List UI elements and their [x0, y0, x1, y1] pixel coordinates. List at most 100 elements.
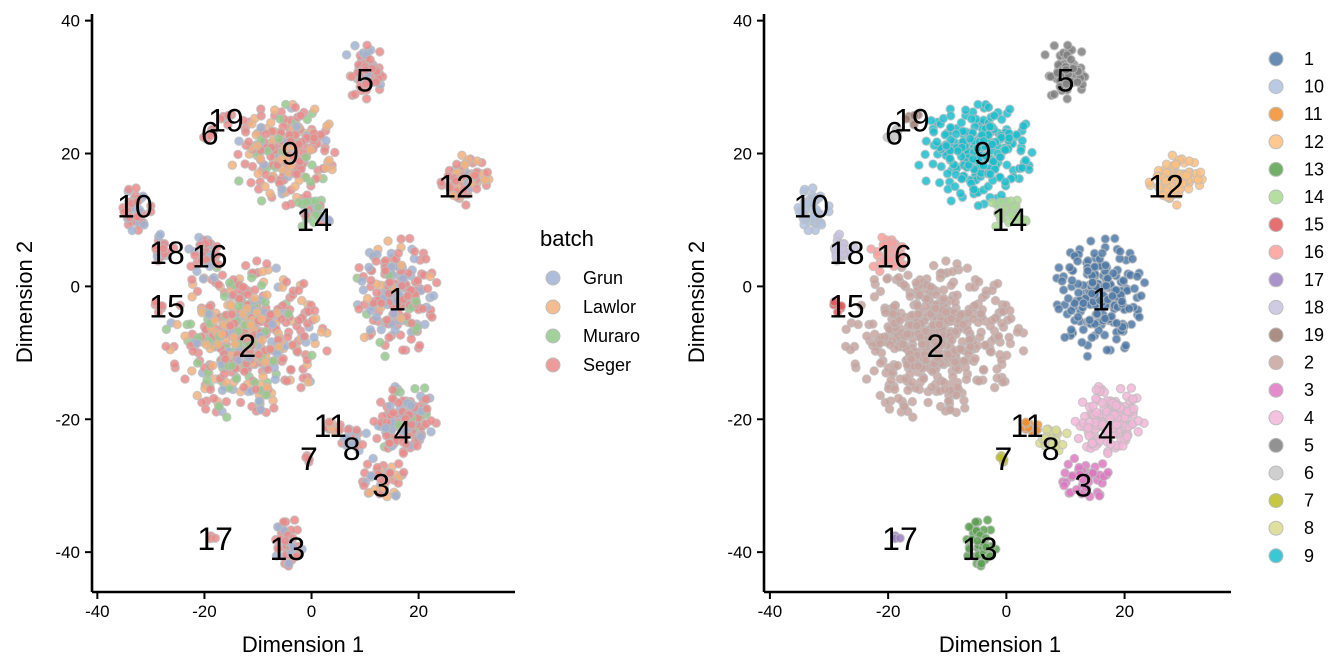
legend-label-2: 2 [1304, 353, 1314, 373]
cluster-label-15: 15 [149, 288, 185, 324]
point-seger [261, 129, 271, 139]
point-cluster-9 [945, 153, 955, 164]
point-cluster-12 [1195, 167, 1206, 178]
point-seger [360, 65, 371, 75]
point-cluster-3 [1097, 458, 1108, 469]
point-seger [361, 94, 372, 104]
point-lawlor [187, 366, 197, 376]
point-cluster-1 [1064, 262, 1075, 273]
point-cluster-18 [831, 251, 841, 262]
point-cluster-9 [956, 117, 967, 128]
point-grun [152, 251, 163, 262]
point-grun [415, 431, 426, 442]
point-cluster-9 [951, 129, 961, 139]
point-cluster-19 [909, 120, 919, 130]
point-cluster-1 [1111, 334, 1122, 344]
point-seger [309, 305, 320, 316]
point-cluster-9 [928, 159, 938, 169]
point-cluster-13 [964, 544, 975, 554]
point-grun [390, 491, 401, 501]
point-cluster-2 [911, 277, 921, 288]
point-lawlor [242, 303, 253, 314]
point-cluster-2 [882, 274, 892, 284]
cluster-label-18: 18 [149, 235, 185, 271]
point-cluster-2 [963, 308, 974, 318]
point-cluster-10 [794, 207, 805, 217]
point-seger [384, 288, 394, 299]
legend-label-7: 7 [1304, 491, 1314, 511]
x-tick-label: 20 [409, 602, 428, 621]
point-cluster-1 [1129, 283, 1140, 294]
cluster-points-layer [793, 40, 1207, 571]
point-seger [292, 169, 302, 179]
point-cluster-2 [928, 260, 939, 271]
cluster-label-3: 3 [372, 468, 390, 504]
point-cluster-2 [952, 258, 962, 269]
point-muraro [243, 340, 254, 351]
point-muraro [260, 297, 270, 307]
point-lawlor [265, 117, 276, 128]
point-grun [380, 423, 391, 433]
point-cluster-12 [1184, 156, 1194, 166]
point-cluster-16 [898, 259, 909, 270]
point-muraro [224, 277, 235, 288]
x-tick-label: -40 [758, 602, 783, 621]
point-seger [205, 130, 216, 141]
point-cluster-2 [980, 340, 991, 350]
point-seger [371, 77, 381, 87]
point-cluster-2 [946, 313, 957, 324]
point-seger [324, 417, 334, 427]
point-cluster-2 [926, 382, 937, 393]
point-cluster-13 [976, 558, 987, 569]
point-muraro [202, 375, 212, 385]
point-cluster-9 [945, 111, 956, 121]
point-cluster-4 [1083, 423, 1093, 433]
point-seger [427, 312, 437, 322]
point-seger [387, 393, 398, 404]
x-ticks: -40 -20 0 20 [85, 592, 428, 621]
point-seger [384, 332, 394, 343]
point-seger [334, 425, 344, 435]
point-cluster-13 [972, 536, 983, 546]
point-cluster-1 [1063, 293, 1074, 304]
point-seger [426, 415, 436, 426]
point-cluster-2 [961, 374, 972, 385]
cluster-legend: 1 10 11 12 13 14 15 16 17 18 19 2 3 4 5 6 7 8 9 [1268, 49, 1324, 566]
point-lawlor [276, 154, 287, 164]
legend-label-17: 17 [1304, 270, 1324, 290]
point-cluster-2 [976, 308, 986, 319]
point-grun [350, 40, 360, 51]
point-seger [240, 159, 250, 169]
point-cluster-1 [1073, 312, 1083, 322]
point-seger [293, 315, 304, 326]
point-cluster-12 [1172, 200, 1182, 210]
point-muraro [375, 337, 385, 348]
point-seger [234, 293, 245, 304]
point-grun [341, 49, 352, 60]
point-cluster-9 [950, 181, 960, 192]
point-seger [359, 480, 369, 491]
point-lawlor [310, 313, 321, 324]
legend-swatch-10 [1268, 79, 1284, 95]
point-cluster-4 [1105, 413, 1115, 424]
cluster-label-14: 14 [296, 202, 332, 238]
point-cluster-3 [1063, 459, 1073, 470]
point-cluster-3 [1088, 468, 1098, 478]
point-seger [470, 170, 480, 181]
point-cluster-3 [1067, 470, 1078, 481]
point-cluster-2 [962, 263, 973, 273]
point-grun [364, 262, 374, 273]
point-cluster-1 [1139, 277, 1150, 288]
point-lawlor [258, 266, 268, 277]
point-muraro [393, 420, 404, 430]
point-cluster-1 [1054, 304, 1064, 314]
point-cluster-2 [955, 309, 966, 320]
point-cluster-5 [1062, 40, 1073, 51]
point-seger [397, 280, 407, 291]
point-seger [180, 374, 190, 384]
point-cluster-9 [1017, 163, 1027, 173]
point-cluster-16 [878, 240, 889, 250]
point-lawlor [472, 156, 482, 166]
point-cluster-2 [974, 376, 984, 386]
legend-label-5: 5 [1304, 435, 1314, 455]
